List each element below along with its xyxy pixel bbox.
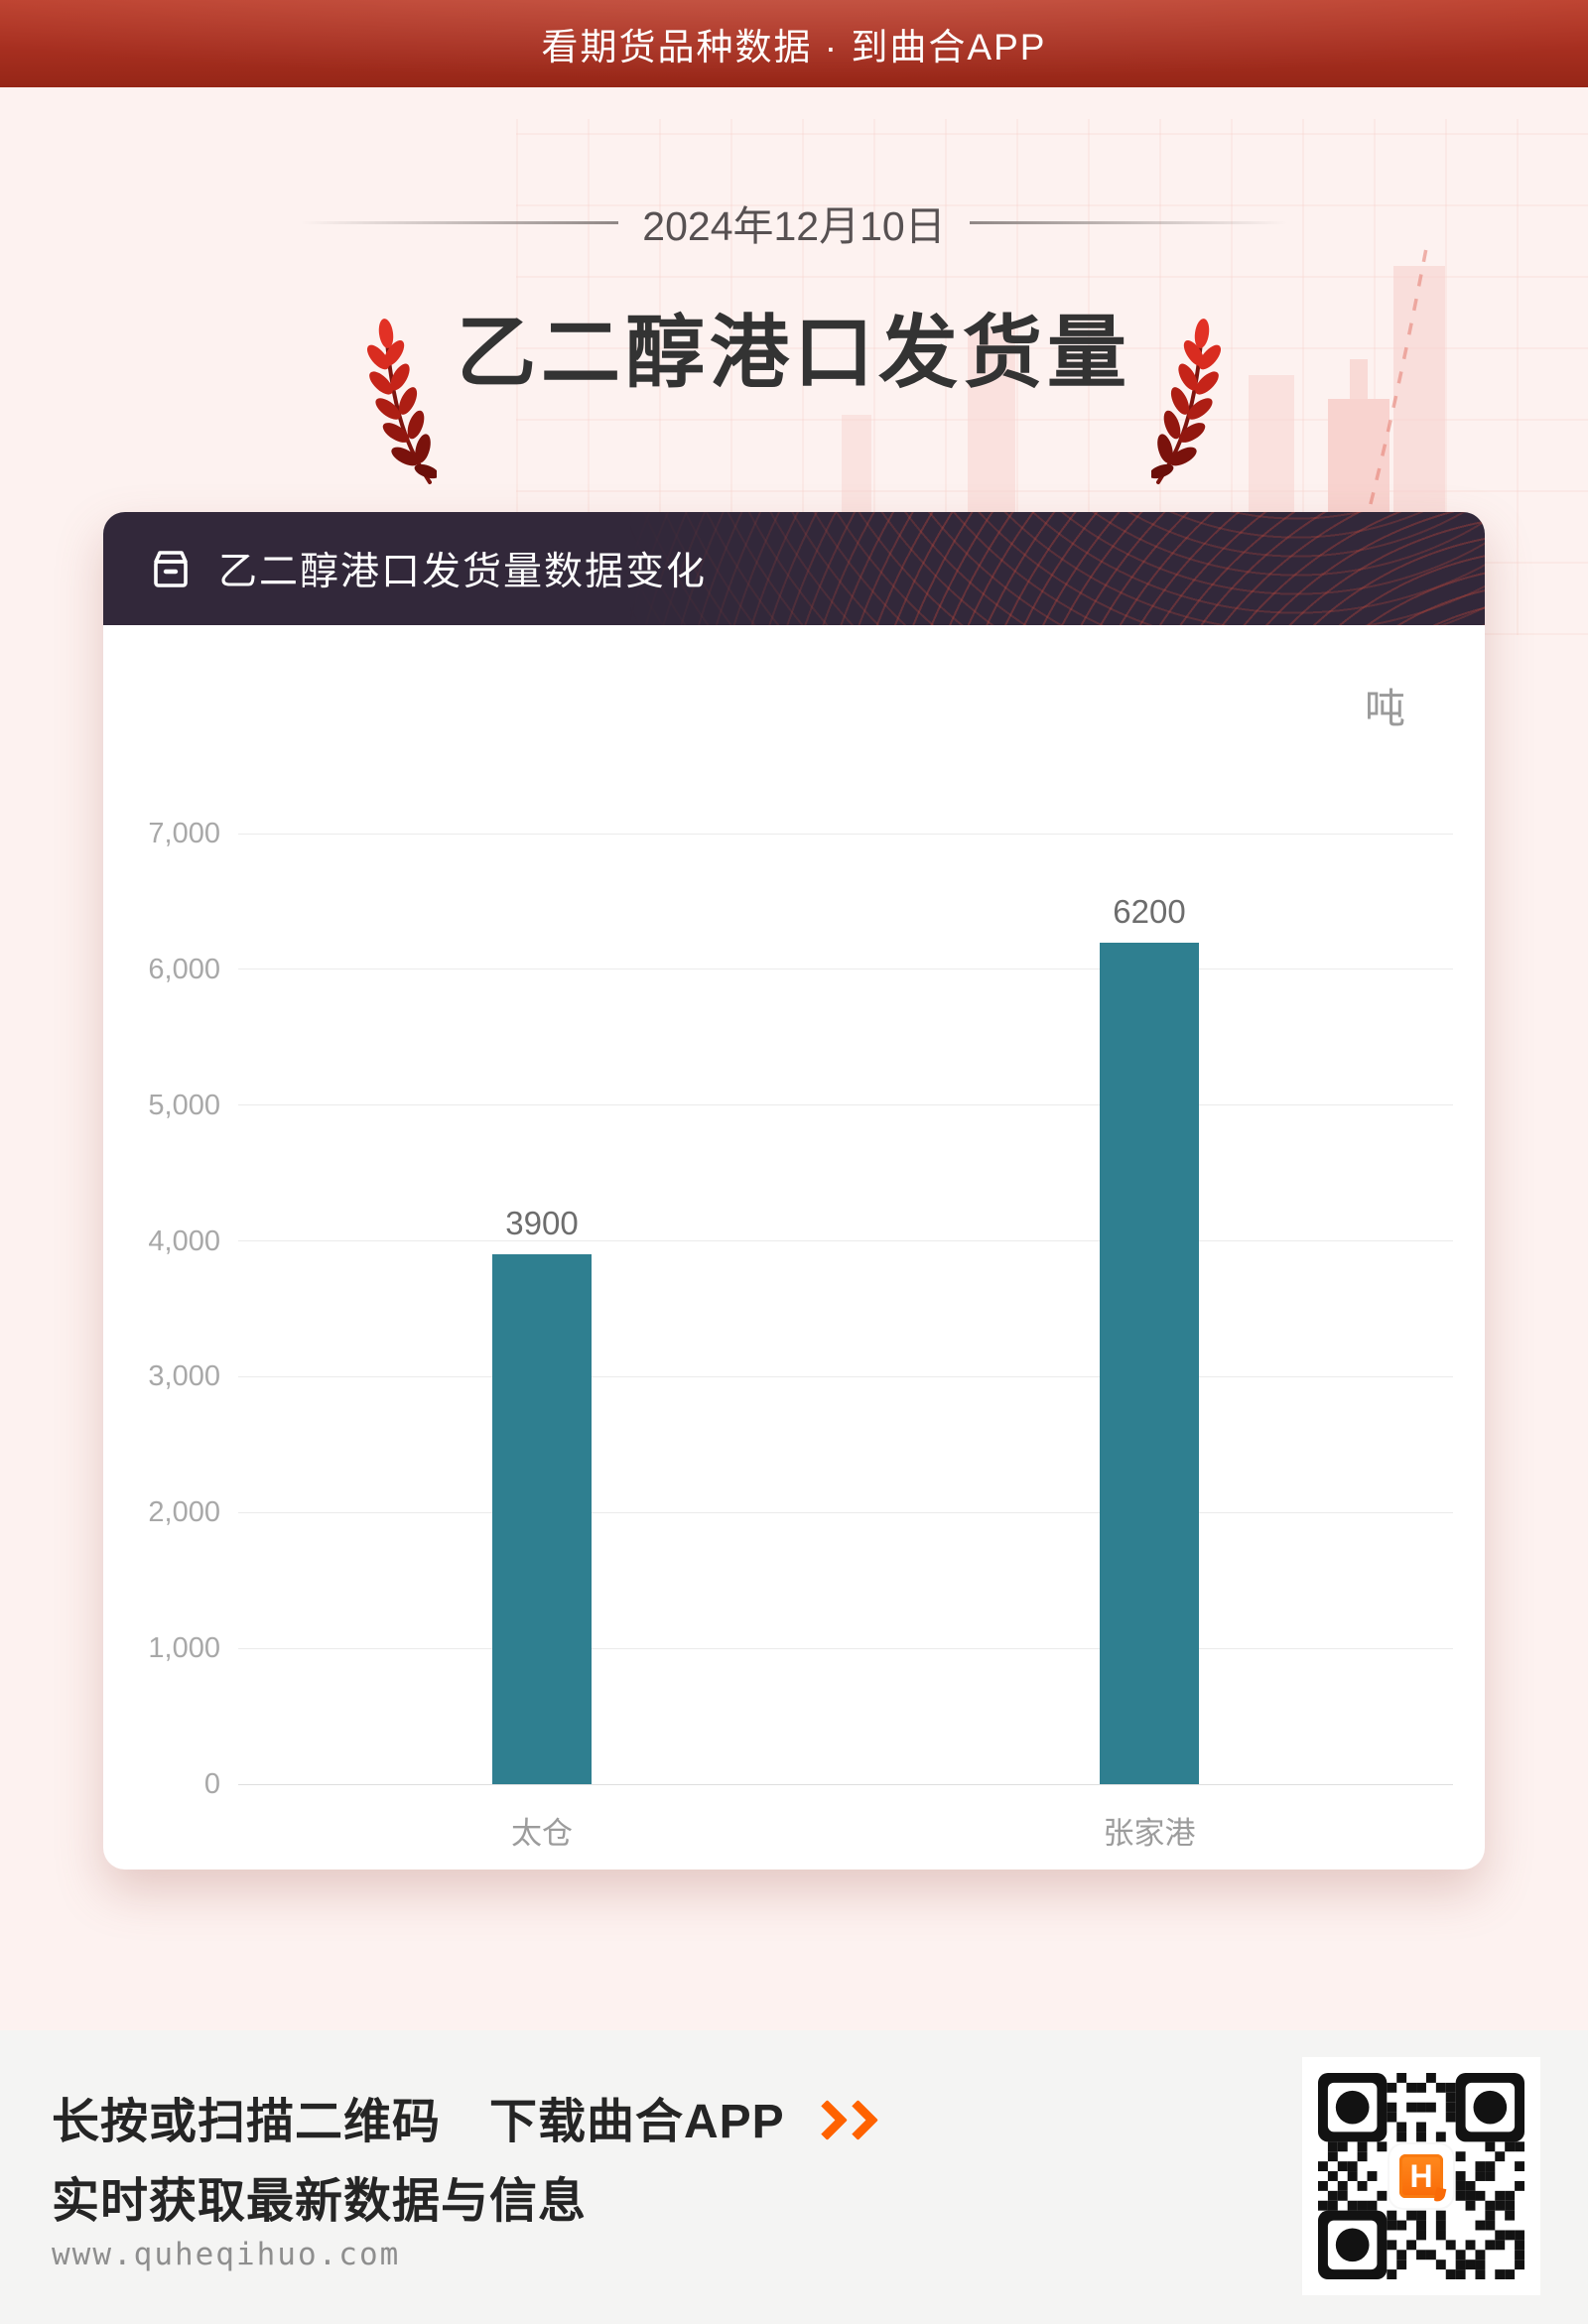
candlestick-decoration (1328, 399, 1390, 512)
download-cta[interactable]: 长按或扫描二维码 下载曲合APP (52, 2082, 878, 2151)
qr-code[interactable]: H (1302, 2057, 1540, 2295)
promo-banner[interactable]: 看期货品种数据 · 到曲合APP (0, 0, 1588, 87)
quhe-logo: H (1390, 2144, 1453, 2208)
header-arc-decoration (627, 512, 1485, 625)
chart-card: 乙二醇港口发货量数据变化 吨 0 1,000 2,000 3,000 4,000 5,00… (103, 512, 1485, 1870)
candlestick-decoration (1350, 359, 1368, 405)
report-date: 2024年12月10日 (642, 203, 946, 249)
y-tick-label: 6,000 (148, 953, 220, 985)
bar-太仓 (492, 1254, 592, 1784)
y-tick-label: 7,000 (148, 818, 220, 849)
gridline (238, 1240, 1453, 1242)
qr-pattern (1318, 2073, 1524, 2279)
gridline (238, 968, 1453, 970)
candlestick-decoration (968, 327, 1015, 512)
chart-card-header: 乙二醇港口发货量数据变化 (103, 512, 1485, 625)
page-title: 乙二醇港口发货量 (457, 309, 1131, 397)
archive-box-icon (154, 551, 188, 587)
chart-area: 吨 0 1,000 2,000 3,000 4,000 5,000 6,000 7,000 39… (103, 625, 1485, 1870)
y-tick-label: 2,000 (148, 1496, 220, 1529)
date-divider-left (301, 220, 619, 224)
gridline (238, 833, 1453, 835)
gridline (238, 1647, 1453, 1649)
candlestick-decoration (1393, 266, 1445, 512)
gridline (238, 1783, 1453, 1785)
date-divider-right (969, 220, 1287, 224)
bar-value-label: 3900 (505, 1205, 579, 1242)
wheat-icon-right (1151, 319, 1222, 484)
y-tick-label: 3,000 (148, 1360, 220, 1393)
wheat-icon-left (366, 319, 437, 484)
gridline (238, 1511, 1453, 1513)
quhe-logo-letter: H (1395, 2150, 1447, 2202)
title-row: 乙二醇港口发货量 (0, 304, 1588, 486)
plot-area: 0 1,000 2,000 3,000 4,000 5,000 6,000 7,000 3900… (148, 818, 1453, 1851)
candlestick-decoration (1249, 375, 1294, 512)
download-cta-text: 长按或扫描二维码 下载曲合APP (52, 2096, 785, 2148)
chart-card-title: 乙二醇港口发货量数据变化 (218, 551, 708, 593)
footer: 长按或扫描二维码 下载曲合APP 实时获取最新数据与信息 www.quheqih… (0, 2030, 1588, 2324)
double-chevron-icon (806, 2099, 878, 2140)
candlestick-decoration (842, 415, 871, 512)
y-tick-label: 0 (203, 1768, 220, 1800)
y-axis-unit-label: 吨 (1365, 686, 1405, 731)
date-row: 2024年12月10日 (0, 196, 1588, 249)
y-tick-label: 1,000 (148, 1632, 220, 1665)
gridline (238, 1104, 1453, 1106)
footer-subtitle: 实时获取最新数据与信息 (52, 2175, 588, 2228)
bar-张家港 (1100, 942, 1199, 1784)
bar-value-label: 6200 (1113, 892, 1186, 930)
y-tick-label: 4,000 (148, 1225, 220, 1257)
gridline (238, 1375, 1453, 1377)
x-tick-label: 太仓 (511, 1816, 573, 1851)
y-tick-label: 5,000 (148, 1089, 220, 1121)
promo-banner-text: 看期货品种数据 · 到曲合APP (541, 27, 1047, 67)
website-url: www.quheqihuo.com (52, 2237, 401, 2272)
x-tick-label: 张家港 (1103, 1816, 1196, 1851)
